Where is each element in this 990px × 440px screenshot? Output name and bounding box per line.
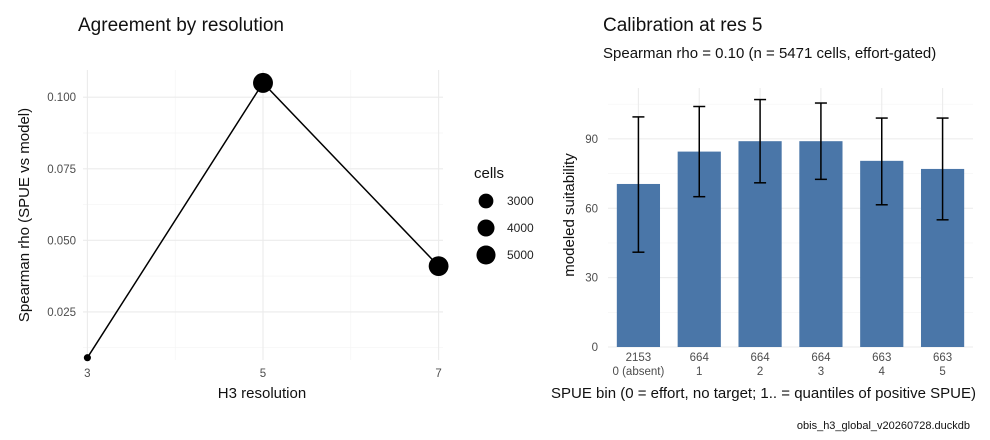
left-y-tick-label: 0.100 — [47, 92, 76, 104]
left-x-tick-label: 3 — [84, 368, 90, 380]
right-x-axis-title: SPUE bin (0 = effort, no target; 1.. = q… — [551, 385, 976, 402]
right-category-label: 3 — [818, 366, 824, 378]
right-count-label: 664 — [690, 352, 710, 364]
right-count-label: 664 — [811, 352, 831, 364]
right-count-label: 663 — [933, 352, 952, 364]
left-data-point — [83, 354, 91, 362]
legend-label: 3000 — [507, 194, 534, 208]
right-chart-title: Calibration at res 5 — [603, 15, 762, 36]
size-legend: 3000 4000 5000 — [476, 193, 534, 265]
right-y-tick-label: 60 — [585, 203, 598, 215]
legend-title: cells — [474, 165, 504, 182]
right-count-label: 664 — [750, 352, 770, 364]
left-data-point — [253, 72, 273, 93]
right-y-tick-label: 0 — [592, 342, 598, 354]
legend-key — [478, 193, 494, 209]
right-category-label: 0 (absent) — [613, 366, 665, 378]
left-y-tick-label: 0.075 — [47, 164, 76, 176]
legend-key — [477, 219, 495, 237]
left-tick-labels: 3 5 7 0.025 0.050 0.075 0.100 — [47, 92, 442, 380]
right-y-axis-title: modeled suitability — [561, 153, 578, 277]
legend-key — [476, 245, 496, 265]
right-count-label: 2153 — [626, 352, 652, 364]
legend-label: 5000 — [507, 248, 534, 262]
legend-label: 4000 — [507, 221, 534, 235]
right-count-label: 663 — [872, 352, 891, 364]
left-chart-title: Agreement by resolution — [78, 15, 284, 36]
left-x-tick-label: 7 — [435, 368, 441, 380]
right-chart-subtitle: Spearman rho = 0.10 (n = 5471 cells, eff… — [603, 45, 936, 62]
right-y-tick-label: 90 — [585, 134, 598, 146]
right-y-tick-label: 30 — [585, 273, 598, 285]
left-series — [83, 72, 449, 362]
source-caption: obis_h3_global_v20260728.duckdb — [797, 420, 970, 432]
right-bars — [616, 98, 965, 347]
left-grid — [83, 70, 443, 360]
right-category-label: 2 — [757, 366, 763, 378]
right-category-label: 1 — [696, 366, 702, 378]
right-category-label: 5 — [939, 366, 945, 378]
left-data-point — [428, 256, 449, 277]
right-tick-labels: 0 30 60 90 2153 0 (absent) 664 1 664 2 664 3 663 4 663… — [585, 134, 952, 378]
left-y-tick-label: 0.050 — [47, 235, 76, 247]
left-x-tick-label: 5 — [260, 368, 266, 380]
left-y-tick-label: 0.025 — [47, 307, 76, 319]
left-x-axis-title: H3 resolution — [218, 385, 306, 402]
right-category-label: 4 — [879, 366, 886, 378]
left-y-axis-title: Spearman rho (SPUE vs model) — [16, 108, 33, 322]
right-grid — [608, 88, 973, 348]
